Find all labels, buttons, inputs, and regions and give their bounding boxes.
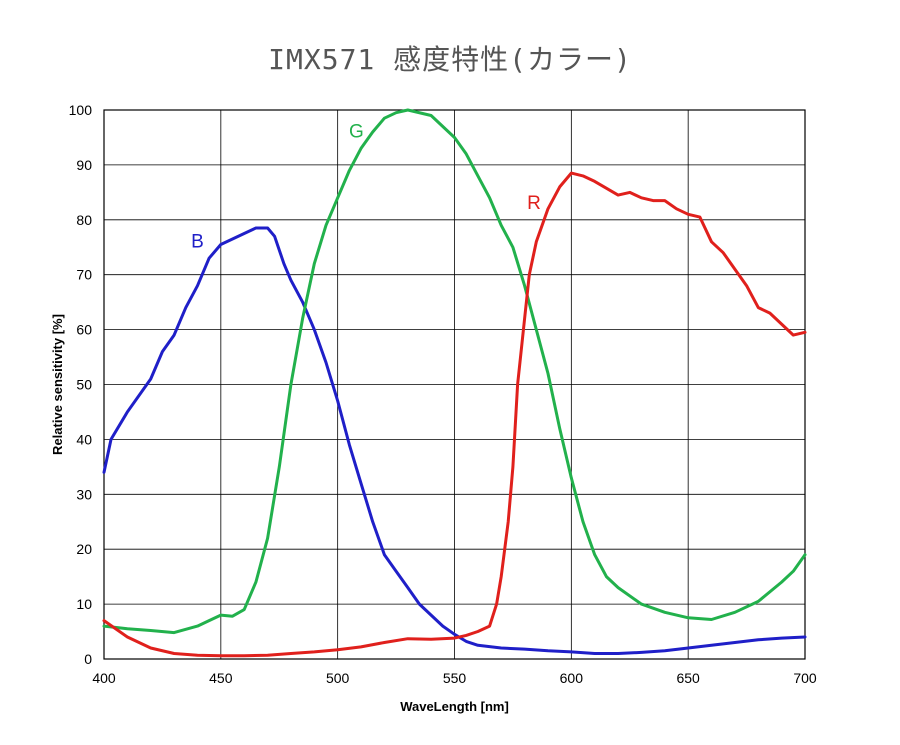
series-line-b bbox=[102, 226, 807, 655]
chart-title: IMX571 感度特性(カラー) bbox=[268, 43, 632, 76]
series-line-r bbox=[102, 171, 807, 658]
series-labels: B G R bbox=[191, 121, 541, 252]
x-tick-label: 700 bbox=[793, 670, 817, 686]
x-tick-label: 600 bbox=[560, 670, 584, 686]
x-axis-label: WaveLength [nm] bbox=[400, 699, 509, 714]
y-tick-label: 10 bbox=[76, 596, 92, 612]
y-axis-ticks: 0 10 20 30 40 50 60 70 80 90 100 bbox=[69, 102, 93, 667]
x-tick-label: 500 bbox=[326, 670, 350, 686]
y-tick-label: 100 bbox=[69, 102, 93, 118]
y-axis-label: Relative sensitivity [%] bbox=[50, 314, 65, 455]
y-tick-label: 30 bbox=[76, 486, 92, 502]
x-tick-label: 650 bbox=[676, 670, 700, 686]
series-line-g bbox=[102, 108, 807, 635]
x-tick-label: 550 bbox=[443, 670, 467, 686]
x-tick-label: 400 bbox=[92, 670, 116, 686]
x-tick-label: 450 bbox=[209, 670, 233, 686]
series-label-r: R bbox=[527, 193, 541, 214]
series-label-b: B bbox=[191, 231, 204, 252]
y-tick-label: 70 bbox=[76, 267, 92, 283]
y-tick-label: 40 bbox=[76, 431, 92, 447]
y-tick-label: 90 bbox=[76, 157, 92, 173]
x-axis-ticks: 400 450 500 550 600 650 700 bbox=[92, 670, 817, 686]
series-lines bbox=[102, 108, 807, 658]
series-label-g: G bbox=[349, 121, 364, 142]
y-tick-label: 20 bbox=[76, 541, 92, 557]
plot-frame bbox=[103, 109, 806, 660]
y-tick-label: 80 bbox=[76, 212, 92, 228]
y-tick-label: 60 bbox=[76, 322, 92, 338]
y-tick-label: 50 bbox=[76, 377, 92, 393]
y-tick-label: 0 bbox=[84, 651, 92, 667]
grid-lines bbox=[103, 109, 806, 660]
